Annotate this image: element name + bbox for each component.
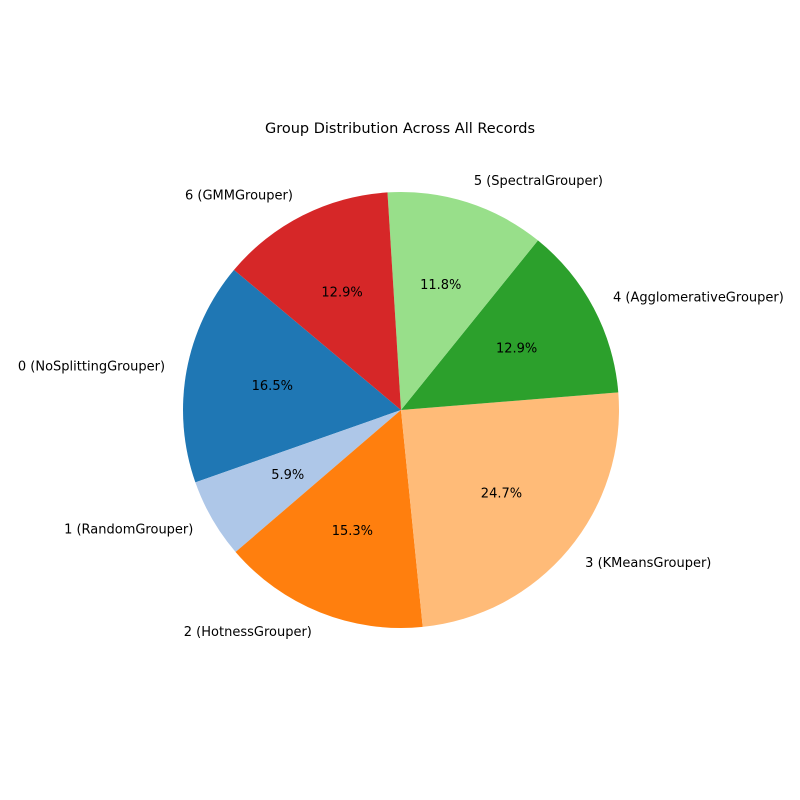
pie-slice-1-randomgrouper xyxy=(195,410,401,552)
slice-label-3-kmeansgrouper: 3 (KMeansGrouper) xyxy=(585,556,711,571)
pie-slice-0-nosplittinggrouper xyxy=(183,269,401,483)
slice-label-0-nosplittinggrouper: 0 (NoSplittingGrouper) xyxy=(18,360,165,375)
pct-label-5-spectralgrouper: 11.8% xyxy=(420,278,461,293)
pie-slice-2-hotnessgrouper xyxy=(235,410,423,628)
slice-label-4-agglomerativegrouper: 4 (AgglomerativeGrouper) xyxy=(613,290,784,305)
slice-label-1-randomgrouper: 1 (RandomGrouper) xyxy=(64,522,193,537)
pie-slice-6-gmmgrouper xyxy=(234,192,401,410)
pie-slices xyxy=(183,192,619,628)
chart-title: Group Distribution Across All Records xyxy=(265,121,535,137)
pct-label-1-randomgrouper: 5.9% xyxy=(271,468,304,483)
pct-label-4-agglomerativegrouper: 12.9% xyxy=(496,341,537,356)
pct-label-2-hotnessgrouper: 15.3% xyxy=(332,524,373,539)
slice-label-5-spectralgrouper: 5 (SpectralGrouper) xyxy=(474,174,603,189)
pct-label-6-gmmgrouper: 12.9% xyxy=(321,286,362,301)
slice-label-2-hotnessgrouper: 2 (HotnessGrouper) xyxy=(184,625,312,640)
pct-label-3-kmeansgrouper: 24.7% xyxy=(481,486,522,501)
pct-label-0-nosplittinggrouper: 16.5% xyxy=(252,379,293,394)
slice-label-6-gmmgrouper: 6 (GMMGrouper) xyxy=(185,188,293,203)
pie-slice-5-spectralgrouper xyxy=(387,192,538,410)
pie-labels: 0 (NoSplittingGrouper) 16.5% 1 (RandomGrou… xyxy=(18,174,784,640)
pie-slice-4-agglomerativegrouper xyxy=(401,240,619,410)
pie-slice-3-kmeansgrouper xyxy=(401,392,619,627)
